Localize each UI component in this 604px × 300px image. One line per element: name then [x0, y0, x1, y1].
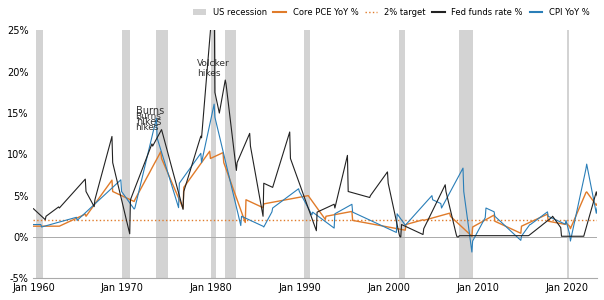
Bar	[211, 31, 216, 278]
Legend: US recession, Core PCE YoY %, 2% target, Fed funds rate %, CPI YoY %: US recession, Core PCE YoY %, 2% target,…	[190, 5, 593, 21]
Text: Volcker
hikes: Volcker hikes	[197, 58, 230, 78]
Bar	[399, 31, 405, 278]
Bar	[36, 31, 43, 278]
Bar	[225, 31, 236, 278]
Bar	[568, 31, 569, 278]
Bar	[459, 31, 473, 278]
Bar	[121, 31, 130, 278]
Text: Burns
hikes: Burns hikes	[135, 112, 161, 132]
Bar	[156, 31, 168, 278]
Bar	[304, 31, 310, 278]
Text: Burns
hikes: Burns hikes	[137, 106, 165, 128]
